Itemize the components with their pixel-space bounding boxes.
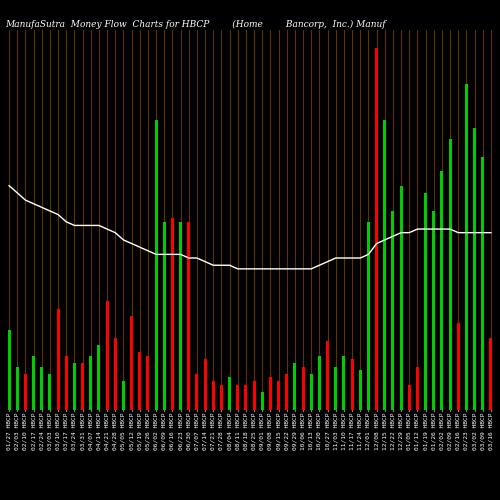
Bar xyxy=(24,374,27,410)
Bar xyxy=(98,345,100,410)
Bar xyxy=(196,374,198,410)
Bar xyxy=(65,356,68,410)
Bar xyxy=(130,316,133,410)
Bar xyxy=(375,48,378,410)
Bar xyxy=(310,374,312,410)
Bar xyxy=(40,366,43,410)
Bar xyxy=(73,363,76,410)
Bar xyxy=(8,330,10,410)
Bar xyxy=(277,381,280,410)
Bar xyxy=(122,381,125,410)
Bar xyxy=(56,308,59,410)
Bar xyxy=(48,374,51,410)
Bar xyxy=(416,366,419,410)
Bar xyxy=(171,218,174,410)
Bar xyxy=(440,171,444,410)
Bar xyxy=(220,384,223,410)
Bar xyxy=(252,381,256,410)
Bar xyxy=(114,338,116,410)
Bar xyxy=(482,156,484,410)
Bar xyxy=(32,356,35,410)
Bar xyxy=(179,222,182,410)
Bar xyxy=(90,356,92,410)
Bar xyxy=(228,378,231,410)
Bar xyxy=(81,363,84,410)
Bar xyxy=(432,211,435,410)
Bar xyxy=(163,222,166,410)
Bar xyxy=(334,366,337,410)
Bar xyxy=(384,120,386,410)
Bar xyxy=(473,128,476,410)
Bar xyxy=(146,356,150,410)
Bar xyxy=(318,356,321,410)
Bar xyxy=(154,120,158,410)
Bar xyxy=(424,193,427,410)
Bar xyxy=(286,374,288,410)
Bar xyxy=(236,384,239,410)
Bar xyxy=(188,222,190,410)
Bar xyxy=(465,84,468,410)
Bar xyxy=(138,352,141,410)
Bar xyxy=(350,360,354,410)
Bar xyxy=(342,356,345,410)
Bar xyxy=(457,323,460,410)
Bar xyxy=(490,338,492,410)
Bar xyxy=(326,341,329,410)
Bar xyxy=(392,211,394,410)
Text: ManufaSutra  Money Flow  Charts for HBCP        (Home        Bancorp,  Inc.) Man: ManufaSutra Money Flow Charts for HBCP (… xyxy=(5,20,386,29)
Bar xyxy=(294,363,296,410)
Bar xyxy=(204,360,206,410)
Bar xyxy=(16,366,18,410)
Bar xyxy=(269,378,272,410)
Bar xyxy=(400,186,402,410)
Bar xyxy=(212,381,214,410)
Bar xyxy=(359,370,362,410)
Bar xyxy=(106,302,108,410)
Bar xyxy=(261,392,264,410)
Bar xyxy=(244,384,248,410)
Bar xyxy=(448,138,452,410)
Bar xyxy=(408,384,410,410)
Bar xyxy=(302,366,304,410)
Bar xyxy=(367,222,370,410)
